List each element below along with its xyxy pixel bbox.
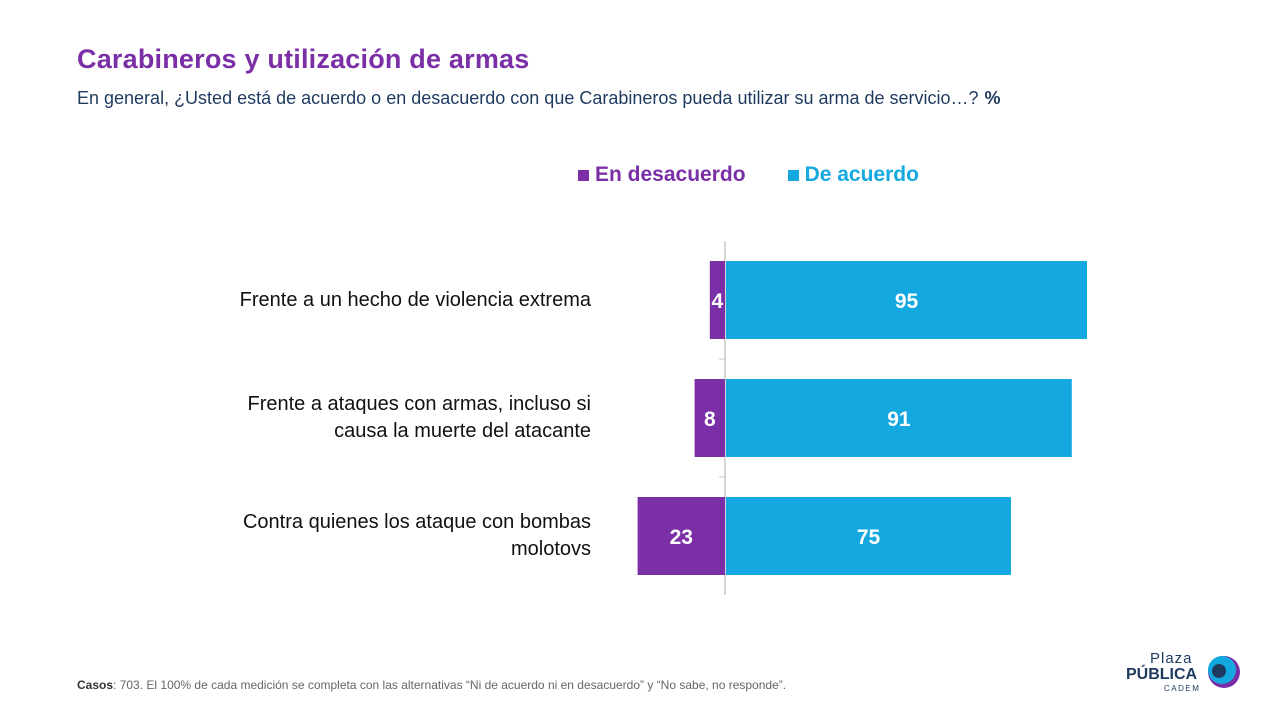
data-label-desacuerdo: 4 [712,290,724,313]
legend-swatch-acuerdo [787,169,799,181]
legend-item-desacuerdo: En desacuerdo [578,163,746,187]
category-label: Contra quienes los ataque con bombas molo… [91,509,591,563]
bar-desacuerdo [637,497,725,575]
bar-desacuerdo [709,261,725,339]
data-label-acuerdo: 95 [895,290,919,313]
data-label-acuerdo: 75 [857,526,881,549]
plaza-publica-logo: Plaza PÚBLICA CADEM [1124,648,1244,698]
logo-text-publica: PÚBLICA [1126,666,1198,683]
legend-swatch-desacuerdo [578,169,589,181]
bar-acuerdo [726,261,1087,339]
category-label-line: molotovs [510,538,591,560]
bar-acuerdo [726,379,1072,457]
legend-label-acuerdo: De acuerdo [804,163,919,186]
chart-subtitle: En general, ¿Usted está de acuerdo o en … [77,88,1001,109]
category-label-line: Contra quienes los ataque con bombas [242,511,591,533]
category-label: Frente a un hecho de violencia extrema [91,287,591,314]
logo-text-cadem: CADEM [1164,684,1201,693]
unit-label: % [984,88,1001,108]
data-label-acuerdo: 91 [887,408,911,431]
category-label: Frente a ataques con armas, incluso si ca… [91,391,591,445]
footnote-text: : 703. El 100% de cada medición se compl… [113,678,787,692]
category-label-line: Frente a un hecho de violencia extrema [239,288,591,311]
category-label-line: Frente a ataques con armas, incluso si [247,393,591,415]
subtitle-text: En general, ¿Usted está de acuerdo o en … [77,88,979,108]
bar-acuerdo [726,497,1011,575]
bar-desacuerdo [694,379,725,457]
legend: En desacuerdo De acuerdo [578,163,961,187]
category-label-line: causa la muerte del atacante [334,420,591,442]
data-label-desacuerdo: 23 [670,526,693,549]
data-label-desacuerdo: 8 [704,408,716,431]
footnote: Casos: 703. El 100% de cada medición se … [77,678,786,692]
logo-bubble-icon [1208,656,1240,688]
chart-title: Carabineros y utilización de armas [77,44,530,74]
footnote-casos-label: Casos [77,678,114,692]
legend-label-desacuerdo: En desacuerdo [595,163,746,186]
logo-text-plaza: Plaza [1150,650,1193,667]
legend-item-acuerdo: De acuerdo [787,163,919,187]
